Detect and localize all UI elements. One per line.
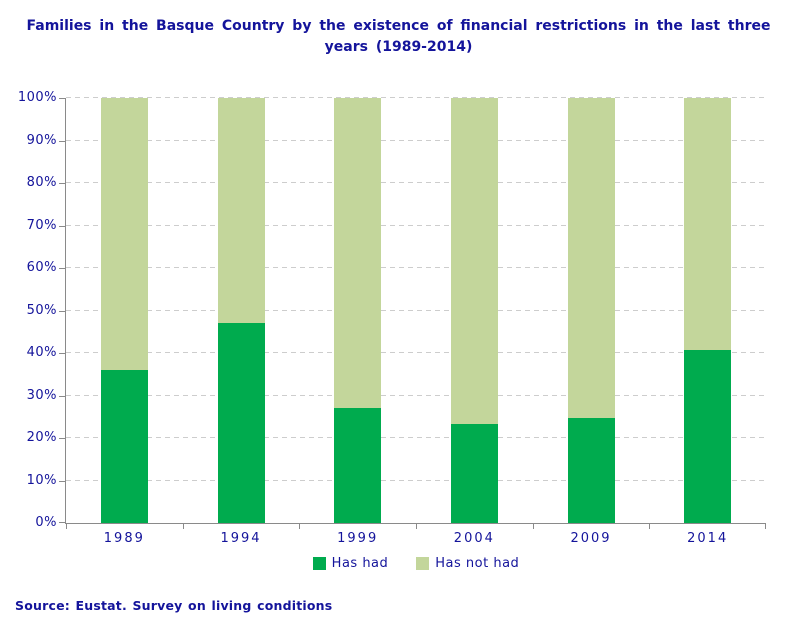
x-axis-label-1994: 1994 xyxy=(220,531,262,546)
source-note: Source: Eustat. Survey on living conditi… xyxy=(15,598,333,613)
bar-segment-has-not-had-2004 xyxy=(450,98,498,424)
y-tick-90% xyxy=(59,140,65,142)
plot-area xyxy=(59,97,766,529)
bar-1989 xyxy=(100,98,148,523)
x-tick-4 xyxy=(532,524,534,529)
gridline-30% xyxy=(66,394,766,396)
y-tick-100% xyxy=(59,98,65,99)
y-axis-label-60%: 60% xyxy=(26,260,57,275)
bar-segment-has-not-had-2009 xyxy=(567,98,615,419)
x-tick-5 xyxy=(649,524,651,529)
x-tick-0 xyxy=(66,524,67,529)
y-axis-ticks xyxy=(59,98,766,523)
bar-1994 xyxy=(217,98,265,523)
y-tick-10% xyxy=(59,480,65,482)
x-axis-label-2009: 2009 xyxy=(570,531,612,546)
bar-segment-has-not-had-1994 xyxy=(217,98,265,324)
x-tick-2 xyxy=(299,524,301,529)
gridline-90% xyxy=(66,139,766,141)
y-axis-label-80%: 80% xyxy=(26,175,57,190)
bar-segment-has-had-2009 xyxy=(567,418,615,523)
bars xyxy=(66,98,766,523)
bar-segment-has-had-1994 xyxy=(217,323,265,523)
bar-2004 xyxy=(450,98,498,523)
y-tick-70% xyxy=(59,225,65,227)
x-axis-label-2004: 2004 xyxy=(453,531,495,546)
x-axis-ticks xyxy=(66,98,766,529)
legend-label-has-had: Has had xyxy=(331,556,389,571)
x-axis-line xyxy=(65,523,766,524)
y-axis-label-70%: 70% xyxy=(26,217,57,233)
bar-segment-has-had-1989 xyxy=(100,370,148,523)
bar-segment-has-not-had-1989 xyxy=(100,98,148,370)
y-axis-label-90%: 90% xyxy=(26,132,57,148)
legend-swatch-has-not-had xyxy=(416,557,430,570)
y-axis-label-40%: 40% xyxy=(26,345,57,360)
y-axis-label-20%: 20% xyxy=(26,430,57,445)
gridline-40% xyxy=(66,352,766,353)
y-axis-label-0%: 0% xyxy=(35,515,57,530)
legend-item-has-not-had: Has not had xyxy=(416,556,519,571)
y-axis-label-10%: 10% xyxy=(26,472,57,488)
gridlines xyxy=(66,97,766,523)
chart-title: Families in the Basque Country by the ex… xyxy=(26,18,771,55)
bar-segment-has-had-2004 xyxy=(450,423,498,523)
bar-segment-has-had-2014 xyxy=(684,350,732,523)
y-axis-label-100%: 100% xyxy=(17,90,57,105)
y-tick-0% xyxy=(59,522,65,523)
gridline-100% xyxy=(66,97,766,98)
x-axis-label-1999: 1999 xyxy=(337,531,379,546)
x-tick-1 xyxy=(182,524,184,529)
y-tick-40% xyxy=(59,353,65,354)
gridline-10% xyxy=(66,479,766,481)
gridline-80% xyxy=(66,182,766,183)
y-tick-50% xyxy=(59,310,65,312)
gridline-20% xyxy=(66,437,766,438)
x-tick-3 xyxy=(416,524,417,529)
x-axis-labels: 1989 1994 1999 2004 2009 2014 xyxy=(66,531,766,546)
bar-2009 xyxy=(567,98,615,523)
y-tick-30% xyxy=(59,395,65,397)
y-tick-60% xyxy=(59,268,65,269)
bar-segment-has-not-had-1999 xyxy=(334,98,382,409)
gridline-50% xyxy=(66,309,766,311)
legend-item-has-had: Has had xyxy=(312,556,389,571)
bar-segment-has-not-had-2014 xyxy=(684,98,732,351)
legend-label-has-not-had: Has not had xyxy=(435,556,520,571)
legend-swatch-has-had xyxy=(312,557,326,570)
gridline-70% xyxy=(66,224,766,226)
x-tick-6 xyxy=(765,524,766,529)
y-axis-label-30%: 30% xyxy=(26,387,57,403)
y-axis-labels: 0% 10% 20% 30% 40% 50% 60% 70% 80% 90% 100% xyxy=(0,90,57,530)
bar-1999 xyxy=(334,98,382,523)
legend: Has had Has not had xyxy=(66,556,766,571)
x-axis-label-1989: 1989 xyxy=(103,531,145,546)
bar-segment-has-had-1999 xyxy=(334,408,382,523)
y-axis-line xyxy=(65,98,66,523)
y-axis-label-50%: 50% xyxy=(26,302,57,318)
bar-2014 xyxy=(684,98,732,523)
gridline-60% xyxy=(66,267,766,268)
x-axis-label-2014: 2014 xyxy=(687,531,729,546)
y-tick-80% xyxy=(59,183,65,184)
y-tick-20% xyxy=(59,438,65,439)
